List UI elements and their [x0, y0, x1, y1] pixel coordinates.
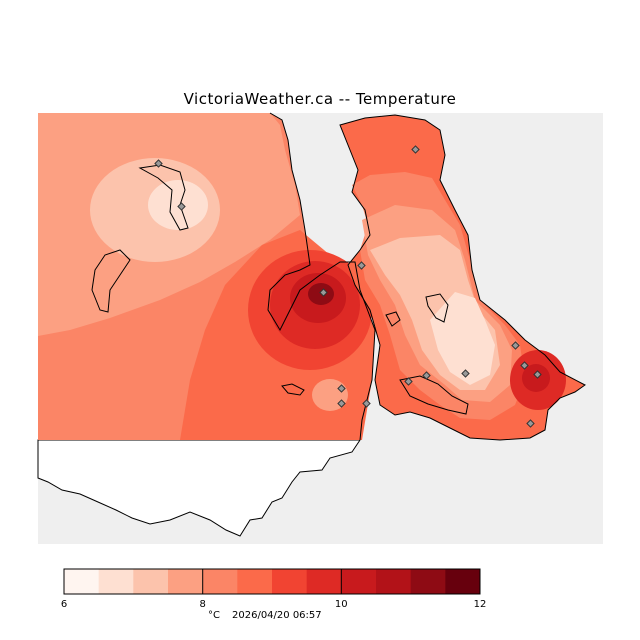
legend-swatch: [64, 569, 100, 594]
legend-tick-8: 8: [200, 599, 206, 610]
station-marker: [337, 399, 346, 408]
legend-swatches: [64, 569, 481, 594]
station-marker: [362, 399, 371, 408]
station-marker: [404, 377, 413, 386]
coastline-peninsula: [267, 112, 376, 441]
station-marker: [461, 369, 470, 378]
station-marker: [154, 159, 163, 168]
station-marker: [511, 341, 520, 350]
legend-tick-10: 10: [335, 599, 348, 610]
legend-frame: [63, 568, 481, 595]
temperature-zone-13: [430, 292, 495, 385]
legend-swatch: [98, 569, 134, 594]
map-title: VictoriaWeather.ca -- Temperature: [183, 90, 457, 108]
legend-swatch: [306, 569, 342, 594]
legend-swatch: [168, 569, 204, 594]
station-marker: [526, 419, 535, 428]
legend-timestamp: 2026/04/20 06:57: [232, 610, 322, 621]
legend-swatch: [341, 569, 377, 594]
station-marker: [177, 202, 186, 211]
legend-swatch: [133, 569, 169, 594]
mainland-south: [37, 439, 361, 537]
station-marker: [357, 261, 366, 270]
small-island-2: [91, 249, 131, 313]
station-marker: [533, 370, 542, 379]
legend-swatch: [376, 569, 412, 594]
station-marker: [411, 145, 420, 154]
station-marker: [319, 288, 328, 297]
small-island-4: [425, 293, 449, 323]
legend-tick-6: 6: [61, 599, 67, 610]
legend-swatch: [410, 569, 446, 594]
small-island-6: [399, 375, 469, 415]
legend-swatch: [272, 569, 308, 594]
station-marker: [422, 371, 431, 380]
station-marker: [337, 384, 346, 393]
small-island-5: [385, 311, 401, 327]
temperature-zone-3: [148, 180, 208, 230]
legend-unit: °C: [208, 610, 220, 621]
legend-swatch: [202, 569, 238, 594]
legend-swatch: [445, 569, 481, 594]
station-marker: [520, 361, 529, 370]
station-markers: [154, 145, 542, 428]
temperature-zone-15: [522, 364, 550, 392]
small-island-1: [138, 164, 189, 231]
coastline-island: [339, 114, 586, 441]
small-island-3: [281, 383, 305, 396]
legend-tick-12: 12: [474, 599, 487, 610]
legend-swatch: [237, 569, 273, 594]
